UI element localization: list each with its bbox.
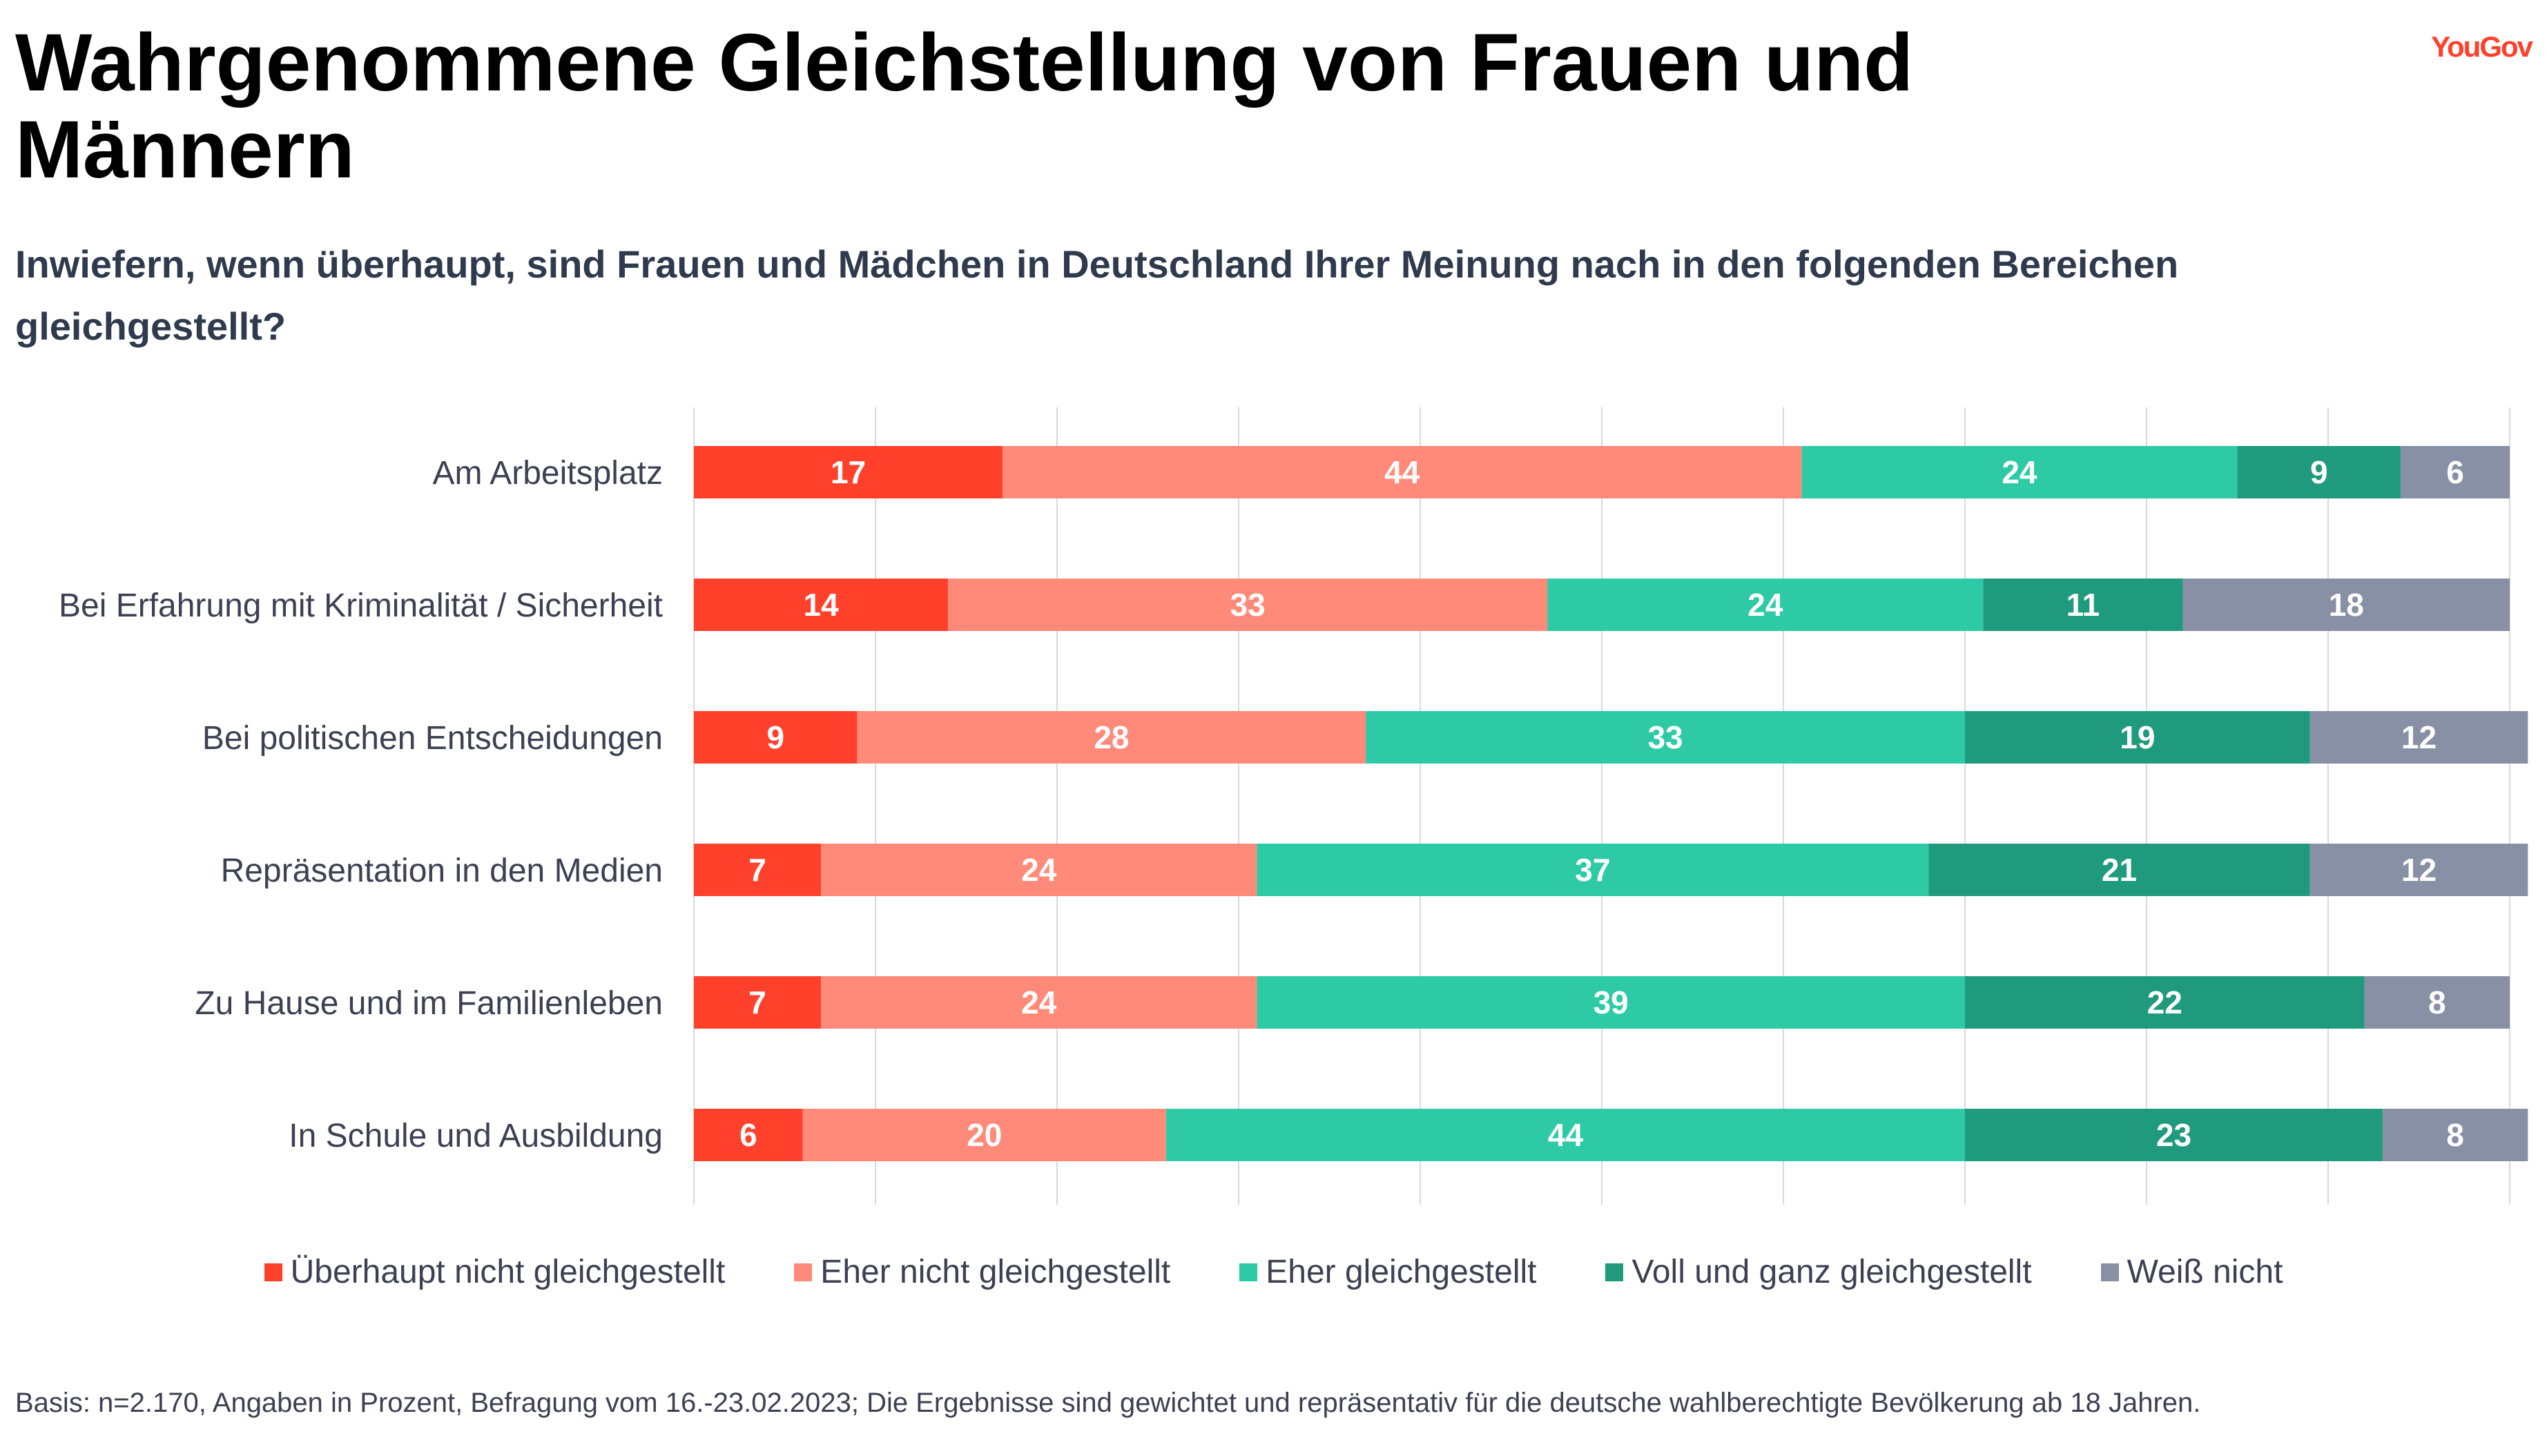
data-label: 24	[2002, 454, 2037, 490]
bar-segment	[857, 711, 1366, 764]
data-label: 44	[1548, 1117, 1584, 1153]
bar-segment	[694, 844, 822, 896]
data-label: 14	[804, 587, 840, 623]
bar-segment	[2309, 844, 2528, 896]
category-label: In Schule und Ausbildung	[289, 1118, 663, 1154]
bar-segment	[1257, 844, 1929, 896]
bar-segment	[948, 579, 1548, 631]
grid-lines	[693, 407, 2510, 1205]
category-label: Bei Erfahrung mit Kriminalität / Sicherh…	[59, 588, 663, 624]
yougov-logo: YouGov	[2431, 30, 2533, 63]
data-label: 37	[1575, 852, 1610, 888]
bar-segment	[2182, 579, 2510, 631]
data-label: 24	[1021, 984, 1057, 1020]
bar-segment	[1801, 446, 2238, 498]
data-label: 11	[2066, 587, 2100, 623]
bar-segment	[1965, 1109, 2383, 1161]
chart-subtitle: Inwiefern, wenn überhaupt, sind Frauen u…	[15, 242, 2179, 348]
data-label: 12	[2401, 852, 2437, 888]
data-label: 8	[2428, 984, 2446, 1020]
bar-segment	[694, 976, 822, 1029]
chart-title: Wahrgenommene Gleichstellung von Frauen …	[15, 17, 1914, 195]
legend-label: Eher nicht gleichgestellt	[820, 1254, 1171, 1290]
data-label: 9	[2310, 454, 2328, 490]
legend-item: Überhaupt nicht gleichgestellt	[264, 1253, 726, 1291]
category-label: Zu Hause und im Familienleben	[195, 985, 663, 1022]
data-label: 6	[739, 1117, 757, 1153]
bar-segment	[694, 711, 858, 764]
bar-segment	[821, 844, 1257, 896]
legend-swatch	[264, 1263, 282, 1281]
bar-segment	[821, 976, 1257, 1029]
bar-segment	[2237, 446, 2401, 498]
bar-segment	[1547, 579, 1984, 631]
category-label: Bei politischen Entscheidungen	[202, 720, 663, 757]
category-labels: Am Arbeitsplatz Bei Erfahrung mit Krimina…	[59, 455, 663, 1154]
data-label: 6	[2446, 454, 2464, 490]
bar-segment	[1983, 579, 2183, 631]
data-label: 17	[831, 454, 866, 490]
data-label: 33	[1647, 719, 1683, 755]
data-label: 23	[2156, 1117, 2191, 1153]
bar-segment	[694, 1109, 803, 1161]
bar-segment	[1165, 1109, 1965, 1161]
legend-swatch	[1605, 1263, 1624, 1281]
data-label: 24	[1747, 587, 1783, 623]
data-label: 22	[2147, 984, 2182, 1020]
data-label: 28	[1094, 719, 1129, 755]
legend-swatch	[1239, 1263, 1258, 1281]
bar-series: 17 44 24 9 6 14 33 24 11 18 9 28 33 19 12 7 24 37 21 12 7 24 3…	[694, 446, 2528, 1161]
legend-item: Eher gleichgestellt	[1239, 1253, 1536, 1291]
legend-label: Voll und ganz gleichgestellt	[1631, 1254, 2032, 1290]
data-label: 12	[2401, 719, 2437, 755]
footnote: Basis: n=2.170, Angaben in Prozent, Befr…	[15, 1388, 2201, 1418]
data-label: 19	[2120, 719, 2155, 755]
bar-segment	[1965, 976, 2365, 1029]
bar-segment	[1965, 711, 2310, 764]
legend-item: Voll und ganz gleichgestellt	[1605, 1253, 2032, 1291]
data-label: 7	[748, 852, 766, 888]
bar-segment	[1003, 446, 1802, 498]
data-label: 39	[1594, 984, 1629, 1020]
bar-segment	[694, 579, 949, 631]
legend-label: Überhaupt nicht gleichgestellt	[290, 1254, 726, 1290]
data-label: 7	[748, 984, 766, 1020]
data-label: 18	[2329, 587, 2364, 623]
legend-label: Eher gleichgestellt	[1266, 1254, 1537, 1290]
data-label: 8	[2446, 1117, 2464, 1153]
bar-segment	[1928, 844, 2310, 896]
bar-segment	[2309, 711, 2528, 764]
data-label: 44	[1384, 454, 1420, 490]
legend-swatch	[2100, 1263, 2119, 1281]
bar-segment	[1366, 711, 1965, 764]
category-label: Repräsentation in den Medien	[221, 853, 663, 889]
bar-segment	[802, 1109, 1166, 1161]
legend-swatch	[794, 1263, 813, 1281]
data-label: 24	[1021, 852, 1057, 888]
legend-label: Weiß nicht	[2127, 1254, 2283, 1290]
bar-segment	[2382, 1109, 2528, 1161]
data-label: 21	[2102, 852, 2137, 888]
bar-segment	[1257, 976, 1965, 1029]
data-label: 33	[1230, 587, 1266, 623]
stacked-bar-chart: 17 44 24 9 6 14 33 24 11 18 9 28 33 19 12 7 24 37 21 12 7 24 3…	[59, 407, 2528, 1205]
data-label: 9	[767, 719, 785, 755]
legend-item: Weiß nicht	[2100, 1253, 2283, 1291]
bar-segment	[2401, 446, 2510, 498]
legend: Überhaupt nicht gleichgestellt Eher nicht…	[0, 1253, 2547, 1291]
bar-segment	[694, 446, 1003, 498]
category-label: Am Arbeitsplatz	[433, 455, 663, 492]
legend-item: Eher nicht gleichgestellt	[794, 1253, 1170, 1291]
bar-segment	[2364, 976, 2510, 1029]
data-label: 20	[967, 1117, 1002, 1153]
